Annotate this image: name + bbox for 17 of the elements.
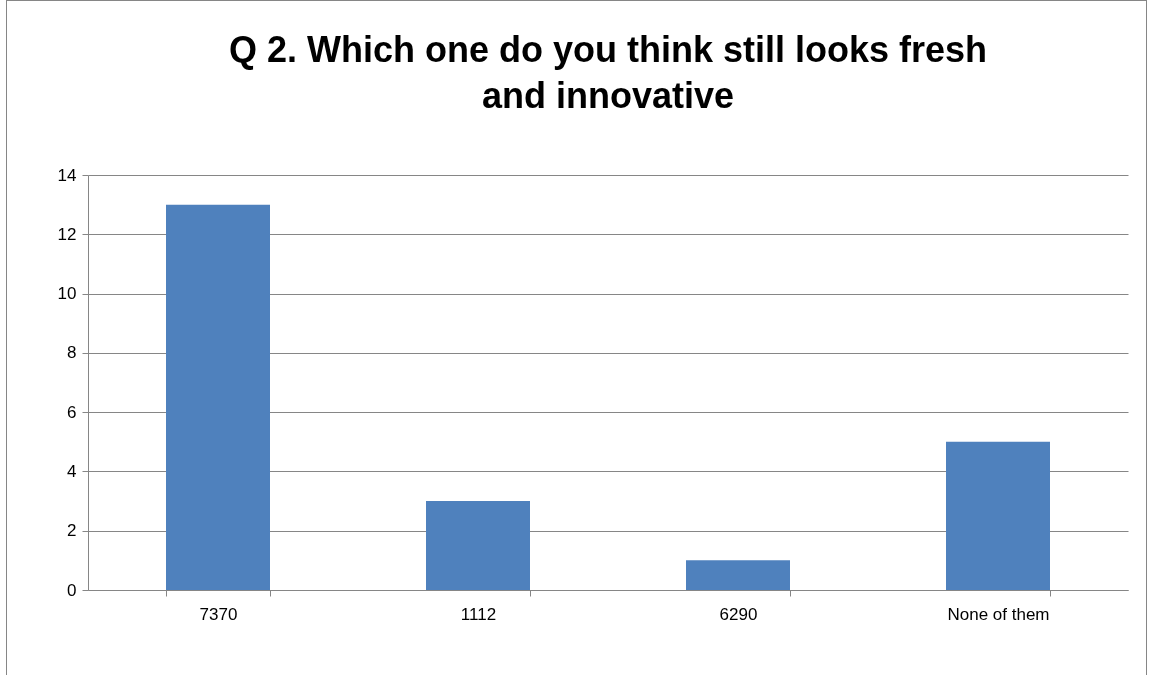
x-tick-label: 7370: [199, 604, 238, 624]
y-tick-label: 12: [57, 224, 77, 244]
bar: [946, 441, 1050, 590]
bar: [166, 204, 270, 590]
y-tick-label: 0: [67, 580, 77, 600]
y-tick-label: 2: [67, 521, 77, 541]
chart-title: Q 2. Which one do you think still looks fresh and innovative: [228, 29, 988, 116]
y-tick-label: 10: [57, 284, 77, 304]
x-tick-label: None of them: [947, 604, 1050, 624]
bar: [426, 501, 530, 590]
y-tick-label: 14: [57, 165, 77, 185]
y-tick-label: 4: [67, 461, 77, 481]
y-tick-label: 6: [67, 402, 77, 422]
bar: [686, 560, 790, 590]
y-tick-label: 8: [67, 343, 77, 363]
x-tick-label: 6290: [719, 604, 758, 624]
x-tick-label: 1112: [460, 604, 497, 624]
